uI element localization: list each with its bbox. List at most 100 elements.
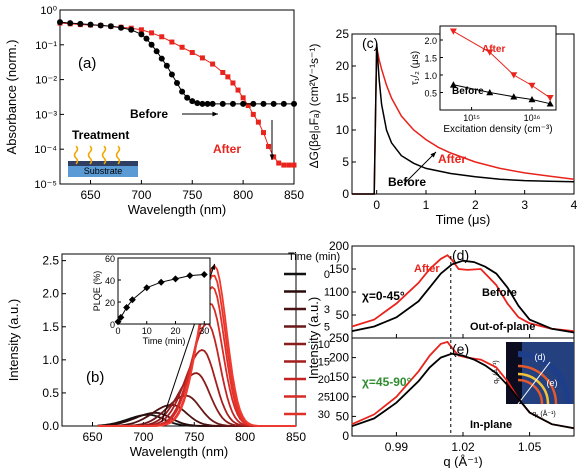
panel-a-after-point (240, 95, 246, 101)
panel-b-x-tick-label: 800 (235, 430, 255, 444)
panel-b-inset-y-tick-label: 60 (105, 254, 115, 264)
panel-a-after-point (199, 55, 205, 61)
panel-b-inset-y-tick-label: 20 (105, 298, 115, 308)
panel-b-x-tick-label: 750 (184, 430, 204, 444)
panel-c-ylabel: ΔG(βe|₀Fₐ) (cm²V⁻¹s⁻¹) (307, 44, 321, 169)
panel-b-inset-point (128, 296, 136, 304)
panel-b-inset-point (157, 278, 165, 286)
panel-b-inset-y-tick-label: 40 (105, 276, 115, 286)
panel-a-xlabel: Wavelength (nm) (128, 202, 227, 217)
panel-e-inset-ring (517, 364, 558, 405)
panel-d-after-label: After (414, 263, 440, 275)
panel-e-y-tick-label: 0 (342, 429, 349, 443)
panel-a-before-point (163, 62, 170, 69)
panel-c-inset-before-label: Before (452, 86, 484, 97)
panel-a-after-point (169, 39, 175, 45)
panel-a-after-point (138, 27, 144, 33)
panel-c-inset-bg (440, 26, 556, 110)
panel-b-inset-point (172, 275, 179, 283)
panel-b-spectrum (97, 264, 296, 427)
panel-a-substrate-label: Substrate (84, 166, 123, 176)
panel-c-inset-x-tick-label: 10¹⁶ (524, 113, 541, 123)
panel-b-ylabel: Intensity (a.u.) (6, 299, 21, 381)
panel-c-after-label: After (438, 152, 466, 166)
panel-d-before-line (351, 259, 575, 334)
panel-a-after-point (250, 111, 256, 117)
panel-c-inset-before-point (449, 81, 457, 88)
panel-a-before-point (143, 35, 150, 42)
panel-a-after-point (271, 154, 277, 160)
panel-a-ylabel: Absorbance (norm.) (4, 40, 19, 155)
panel-e-inset-d-label: (d) (535, 352, 546, 362)
panel-e-inset-ring (517, 372, 550, 405)
panel-b-legend-label: 5 (324, 322, 330, 334)
panel-a-x-tick-label: 850 (284, 188, 304, 202)
panel-a-before-point (209, 100, 216, 107)
panel-b-y-tick-label: 2.5 (42, 254, 59, 268)
panel-a-before-point (229, 100, 236, 107)
panel-a-before-point (158, 55, 165, 62)
panel-d-chi-label: χ=0-45° (362, 289, 405, 303)
panel-b-y-tick-label: 1.0 (42, 353, 59, 367)
panel-c-inset-before-point (486, 89, 494, 96)
panel-e-orientation-label: In-plane (470, 419, 512, 431)
panel-d-label: (d) (452, 247, 469, 263)
panel-b-arrow-head (210, 263, 216, 270)
panel-a-y-tick-label: 10⁻¹ (35, 40, 57, 52)
panel-a-before-point (118, 24, 125, 31)
panel-a-before-point (184, 94, 191, 101)
panel-a-before-point (77, 20, 84, 27)
panel-c-label: (c) (362, 35, 378, 51)
panel-e-inset-e-label: (e) (547, 378, 558, 388)
panel-c-y-tick-label: 15 (336, 91, 350, 105)
panel-a-y-tick-label: 10⁻³ (35, 109, 57, 121)
panel-b-x-tick-label: 650 (83, 430, 103, 444)
panel-a-before-point (128, 26, 135, 33)
panel-e-xlabel: q (Å⁻¹) (443, 454, 482, 468)
panel-b-inset-frame (117, 257, 211, 325)
panel-a-treatment-wave (101, 145, 107, 165)
panel-b-y-tick-label: 2.0 (42, 287, 59, 301)
panel-a-before-point (87, 21, 94, 28)
panel-a-after-point (225, 74, 231, 80)
panel-a-after-point (255, 119, 261, 125)
panel-c-inset-before-point (546, 100, 554, 107)
panel-b-inset-x-tick-label: 20 (170, 326, 180, 336)
panel-a-treatment-wave (115, 145, 121, 165)
panel-c-x-tick-label: 3 (521, 198, 528, 212)
panel-a-before-point (107, 23, 114, 30)
panel-c-inset-before-point (528, 96, 536, 103)
panel-c-inset-after-point (510, 72, 518, 79)
panel-b-inset-y-tick-label: 0 (110, 320, 115, 330)
panel-c-inset-x-tick-label: 10¹⁵ (463, 113, 480, 123)
panel-b-inset-ylabel: PLQE (%) (92, 271, 102, 312)
panel-a-film (68, 161, 138, 166)
panel-c-inset-after-point (486, 49, 494, 56)
panel-a-after-point (179, 44, 185, 50)
panel-a-after-point (260, 130, 266, 136)
panel-b-x-tick-label: 850 (286, 430, 306, 444)
panel-c-inset-before-point (510, 93, 518, 100)
panel-c-y-tick-label: 0 (342, 187, 349, 201)
panel-c-before-label: Before (388, 175, 426, 189)
panel-a-label: (a) (78, 55, 96, 72)
panel-e-x-tick-label: 0.99 (385, 440, 409, 454)
panel-c-inset-y-tick-label: 0.5 (424, 89, 437, 99)
panel-a-before-label: Before (130, 107, 168, 121)
panel-a-after-label: After (213, 142, 241, 156)
panel-a-after-point (235, 87, 241, 93)
panel-a-frame (59, 9, 295, 185)
panel-a-before-point (291, 100, 297, 107)
panel-b-legend-label: 25 (318, 392, 330, 404)
panel-e-y-tick-label: 200 (329, 351, 349, 365)
panel-c-x-tick-label: 0 (373, 198, 380, 212)
panel-c-inset-y-tick-label: 1.0 (424, 71, 437, 81)
panel-b-inset-point (200, 271, 208, 278)
panel-b-inset-point (123, 304, 131, 311)
panel-b-legend-label: 15 (318, 357, 330, 369)
panel-d-after-line (351, 254, 575, 332)
panel-b-spectrum (97, 403, 296, 427)
panel-a-y-tick-label: 10⁰ (40, 5, 57, 17)
panel-c-arrow-head (430, 152, 436, 158)
